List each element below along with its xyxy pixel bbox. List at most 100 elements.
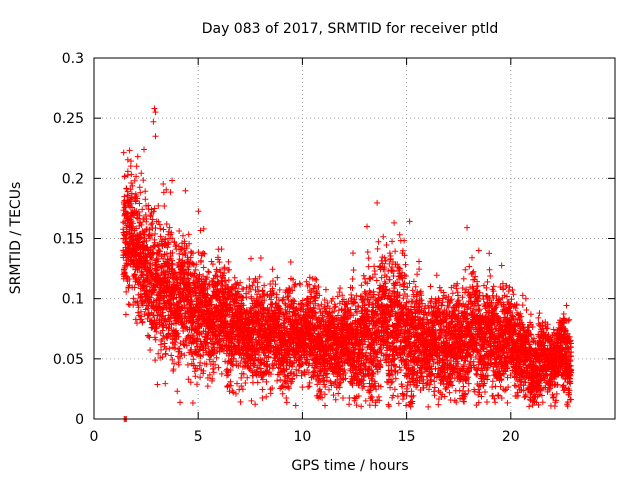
data-point — [135, 209, 142, 215]
data-point — [169, 260, 176, 267]
data-point — [234, 288, 241, 295]
data-point — [160, 255, 167, 262]
data-point — [269, 266, 276, 273]
data-point — [374, 199, 381, 206]
data-point — [243, 294, 250, 301]
data-point — [121, 231, 128, 238]
data-point — [152, 230, 159, 237]
data-point — [155, 350, 162, 357]
data-point — [157, 248, 164, 255]
data-point — [176, 345, 183, 352]
data-point — [197, 359, 204, 366]
data-point — [181, 259, 188, 266]
data-point — [145, 332, 152, 339]
data-point — [205, 281, 212, 288]
data-point — [171, 360, 178, 367]
data-point — [238, 374, 245, 381]
data-point — [229, 306, 236, 313]
data-point — [182, 187, 189, 194]
data-point — [176, 250, 183, 257]
data-point — [159, 354, 166, 361]
data-point — [230, 284, 237, 291]
data-point — [364, 249, 371, 256]
data-point — [269, 365, 276, 372]
data-point — [189, 399, 196, 406]
data-point — [259, 394, 266, 401]
data-point — [124, 172, 131, 179]
data-point — [322, 286, 329, 293]
data-point — [129, 194, 136, 201]
data-point — [122, 269, 129, 276]
data-point — [160, 180, 167, 187]
data-point — [167, 253, 174, 260]
data-point — [365, 255, 372, 262]
data-point — [232, 390, 239, 397]
data-point — [151, 287, 158, 294]
data-point — [152, 224, 159, 231]
data-point — [143, 216, 150, 223]
data-point — [212, 361, 219, 368]
data-point — [140, 242, 147, 249]
data-point — [173, 241, 180, 248]
data-point — [208, 301, 215, 308]
data-point — [358, 403, 365, 410]
data-point — [200, 225, 207, 232]
data-point — [383, 242, 390, 249]
data-point — [222, 277, 229, 284]
data-point — [223, 321, 230, 328]
data-point — [221, 264, 228, 271]
data-point — [197, 227, 204, 234]
data-point — [197, 353, 204, 360]
data-point — [183, 342, 190, 349]
data-point — [174, 330, 181, 337]
data-point — [248, 255, 255, 262]
data-point — [156, 221, 163, 228]
data-point — [166, 279, 173, 286]
data-point — [206, 371, 213, 378]
data-point — [187, 379, 194, 386]
data-point — [204, 375, 211, 382]
data-point — [187, 254, 194, 261]
data-point — [210, 358, 217, 365]
data-point — [155, 258, 162, 265]
data-point — [274, 274, 281, 281]
data-point — [133, 173, 140, 180]
data-point — [176, 228, 183, 235]
data-point — [209, 375, 216, 382]
data-point — [149, 251, 156, 258]
data-point — [375, 238, 382, 245]
data-point — [157, 233, 164, 240]
data-point — [147, 245, 154, 252]
data-point — [244, 374, 251, 381]
data-point — [133, 207, 140, 214]
data-point — [285, 383, 292, 390]
data-point — [163, 186, 170, 193]
data-point — [130, 295, 137, 302]
data-point — [175, 243, 182, 250]
data-point — [165, 241, 172, 248]
data-point — [218, 246, 225, 253]
data-point — [306, 379, 313, 386]
data-point — [153, 325, 160, 332]
data-point — [230, 355, 237, 362]
data-point — [175, 361, 182, 368]
data-point — [380, 233, 387, 240]
data-point — [277, 376, 284, 383]
data-point — [127, 158, 134, 165]
data-point — [283, 399, 290, 406]
data-point — [232, 285, 239, 292]
data-point — [406, 218, 413, 225]
data-point — [180, 341, 187, 348]
data-point — [190, 362, 197, 369]
data-point — [143, 283, 150, 290]
data-point — [138, 170, 145, 177]
data-point — [274, 377, 281, 384]
data-point — [234, 380, 241, 387]
data-point — [216, 296, 223, 303]
data-point — [135, 304, 142, 311]
data-point — [180, 260, 187, 267]
data-point — [147, 266, 154, 273]
data-point — [139, 206, 146, 213]
data-point — [128, 180, 135, 187]
data-point — [169, 177, 176, 184]
